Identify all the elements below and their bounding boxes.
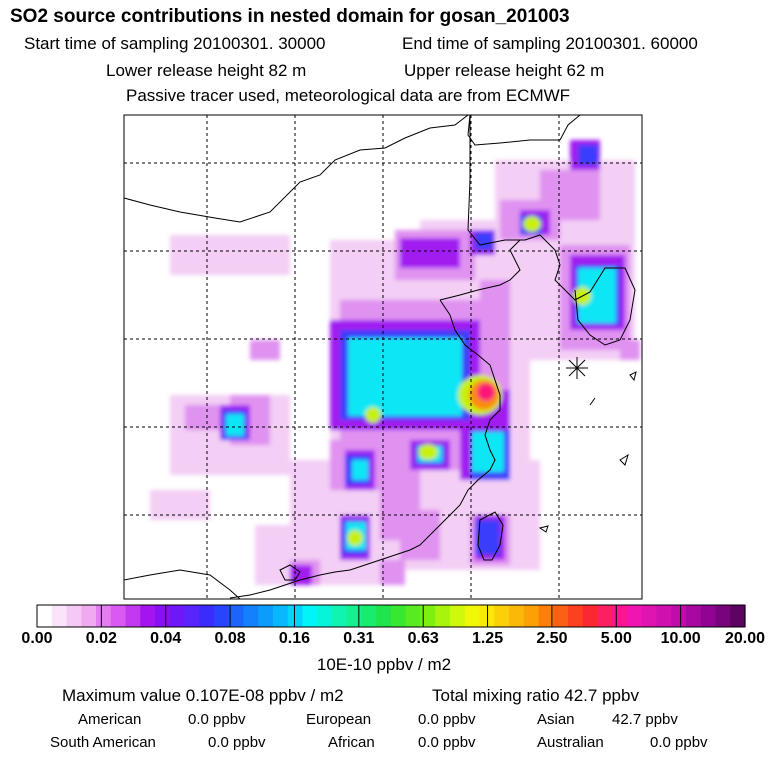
colorbar-cell: [730, 605, 746, 627]
region-value: 42.7 ppbv: [612, 711, 678, 728]
concentration-field: [150, 140, 640, 585]
colorbar-tick-label: 20.00: [724, 630, 766, 647]
region-value: 0.0 ppbv: [418, 734, 476, 751]
colorbar-cell: [405, 605, 422, 627]
total-mixing-ratio: Total mixing ratio 42.7 ppbv: [432, 686, 639, 705]
colorbar-cell: [81, 605, 97, 627]
colorbar-cell: [125, 605, 141, 627]
colorbar-cell: [51, 605, 68, 627]
region-value: 0.0 ppbv: [188, 711, 246, 728]
region-name: Asian: [537, 711, 575, 728]
region-name: Australian: [537, 734, 604, 751]
colorbar-cell: [627, 605, 643, 627]
lower-height-label: Lower release height 82 m: [106, 61, 307, 80]
colorbar-tick-label: 0.63: [407, 630, 439, 647]
colorbar-cell: [37, 605, 53, 627]
colorbar-tick-label: 0.02: [85, 630, 117, 647]
colorbar-cell: [199, 605, 215, 627]
colorbar-cell: [553, 605, 569, 627]
maximum-value: Maximum value 0.107E-08 ppbv / m2: [62, 686, 344, 705]
colorbar-cell: [302, 605, 318, 627]
colorbar-cell: [641, 605, 658, 627]
colorbar-cell: [361, 605, 377, 627]
tracer-note: Passive tracer used, meteorological data…: [126, 86, 571, 105]
colorbar-cell: [464, 605, 481, 627]
colorbar-cell: [258, 605, 274, 627]
colorbar-cell: [184, 605, 200, 627]
receptor-marker: [566, 357, 588, 379]
region-value: 0.0 ppbv: [650, 734, 708, 751]
colorbar-cell: [66, 605, 82, 627]
colorbar-tick-label: 0.04: [150, 630, 182, 647]
colorbar-cell: [155, 605, 171, 627]
colorbar-cell: [686, 605, 702, 627]
colorbar-tick-label: 0.00: [21, 630, 53, 647]
colorbar-cell: [656, 605, 672, 627]
colorbar-cell: [700, 605, 717, 627]
colorbar-cell: [243, 605, 259, 627]
colorbar-cell: [582, 605, 599, 627]
colorbar-cell: [140, 605, 156, 627]
colorbar-cell: [273, 605, 289, 627]
region-value: 0.0 ppbv: [418, 711, 476, 728]
colorbar-cell: [568, 605, 584, 627]
colorbar-cell: [287, 605, 304, 627]
colorbar-cell: [96, 605, 112, 627]
colorbar-cell: [509, 605, 525, 627]
colorbar-cell: [671, 605, 687, 627]
colorbar-cell: [435, 605, 451, 627]
coastlines: [124, 115, 637, 599]
colorbar-tick-label: 10.00: [660, 630, 701, 647]
colorbar-cell: [420, 605, 436, 627]
colorbar-tick-label: 5.00: [600, 630, 632, 647]
colorbar-cell: [376, 605, 392, 627]
colorbar-cell: [214, 605, 230, 627]
colorbar-cell: [228, 605, 245, 627]
region-name: European: [306, 711, 372, 728]
colorbar-cell: [332, 605, 348, 627]
colorbar-cell: [110, 605, 127, 627]
colorbar-cell: [538, 605, 554, 627]
colorbar-tick-label: 2.50: [536, 630, 568, 647]
colorbar-cell: [597, 605, 613, 627]
plot-title: SO2 source contributions in nested domai…: [10, 6, 570, 27]
end-time-label: End time of sampling 20100301. 60000: [402, 34, 698, 53]
region-value: 0.0 ppbv: [208, 734, 266, 751]
colorbar-cell: [523, 605, 540, 627]
colorbar-tick-label: 0.31: [343, 630, 375, 647]
map-frame: [123, 114, 643, 600]
upper-height-label: Upper release height 62 m: [404, 61, 605, 80]
region-name: South American: [50, 734, 156, 751]
start-time-label: Start time of sampling 20100301. 30000: [24, 34, 326, 53]
lat-lon-grid: [124, 115, 642, 599]
colorbar-tick-label: 0.08: [214, 630, 246, 647]
colorbar-tick-label: 0.16: [278, 630, 311, 647]
colorbar-cell: [317, 605, 333, 627]
colorbar-cell: [391, 605, 407, 627]
colorbar-cell: [450, 605, 466, 627]
colorbar-cell: [346, 605, 363, 627]
colorbar-cell: [169, 605, 186, 627]
colorbar-units: 10E-10 ppbv / m2: [316, 655, 452, 674]
colorbar-cell: [612, 605, 628, 627]
colorbar-cell: [715, 605, 731, 627]
colorbar-tick-label: 1.25: [471, 630, 504, 647]
colorbar-cell: [494, 605, 510, 627]
region-name: African: [328, 734, 375, 751]
colorbar: [36, 604, 746, 628]
region-name: American: [78, 711, 142, 728]
